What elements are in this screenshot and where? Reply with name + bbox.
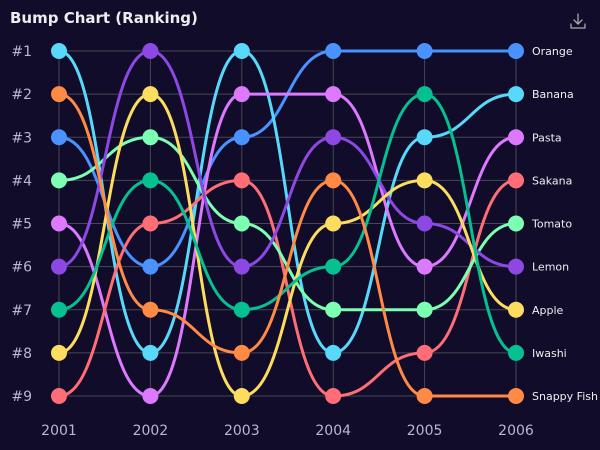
x-tick-label: 2002 bbox=[133, 423, 169, 439]
x-tick-label: 2004 bbox=[315, 423, 351, 439]
data-point[interactable] bbox=[233, 172, 250, 189]
data-point[interactable] bbox=[416, 86, 433, 103]
data-point[interactable] bbox=[233, 215, 250, 232]
data-point[interactable] bbox=[51, 301, 67, 318]
data-point[interactable] bbox=[142, 43, 159, 59]
data-point[interactable] bbox=[416, 344, 433, 361]
data-point[interactable] bbox=[142, 215, 159, 232]
data-point[interactable] bbox=[233, 301, 250, 318]
data-point[interactable] bbox=[233, 43, 250, 59]
data-point[interactable] bbox=[508, 344, 524, 361]
data-point[interactable] bbox=[51, 172, 67, 189]
series-end-label: Banana bbox=[532, 88, 574, 101]
data-point[interactable] bbox=[142, 258, 159, 275]
y-tick-label: #6 bbox=[11, 260, 32, 276]
data-point[interactable] bbox=[233, 258, 250, 275]
data-point[interactable] bbox=[142, 388, 159, 404]
series-end-label: Snappy Fish bbox=[532, 390, 598, 403]
data-point[interactable] bbox=[416, 301, 433, 318]
data-point[interactable] bbox=[325, 43, 342, 59]
data-point[interactable] bbox=[416, 215, 433, 232]
series-line bbox=[58, 49, 516, 269]
data-point[interactable] bbox=[325, 344, 342, 361]
data-point[interactable] bbox=[416, 129, 433, 146]
y-tick-label: #7 bbox=[11, 303, 32, 319]
x-tick-label: 2003 bbox=[224, 423, 260, 439]
data-point[interactable] bbox=[508, 43, 524, 59]
data-point[interactable] bbox=[233, 344, 250, 361]
y-tick-label: #3 bbox=[11, 130, 32, 146]
y-tick-label: #2 bbox=[11, 87, 32, 103]
series-end-label: Orange bbox=[532, 45, 573, 58]
chart-title: Bump Chart (Ranking) bbox=[10, 9, 198, 27]
data-point[interactable] bbox=[325, 86, 342, 103]
y-tick-label: #8 bbox=[11, 346, 32, 362]
data-point[interactable] bbox=[508, 172, 524, 189]
data-point[interactable] bbox=[51, 258, 67, 275]
data-point[interactable] bbox=[51, 344, 67, 361]
data-point[interactable] bbox=[416, 388, 433, 404]
data-point[interactable] bbox=[416, 43, 433, 59]
y-tick-label: #5 bbox=[11, 217, 32, 233]
data-point[interactable] bbox=[51, 43, 67, 59]
series-end-label: Iwashi bbox=[532, 347, 567, 360]
series-end-label: Sakana bbox=[532, 174, 572, 187]
y-tick-label: #4 bbox=[11, 173, 32, 189]
series-line bbox=[58, 92, 517, 398]
series-points bbox=[51, 43, 524, 404]
series-end-label: Pasta bbox=[532, 131, 562, 144]
data-point[interactable] bbox=[51, 129, 67, 146]
data-point[interactable] bbox=[508, 86, 524, 103]
x-tick-label: 2001 bbox=[41, 423, 77, 439]
grid bbox=[58, 50, 517, 397]
data-point[interactable] bbox=[142, 344, 159, 361]
data-point[interactable] bbox=[325, 172, 342, 189]
data-point[interactable] bbox=[325, 215, 342, 232]
data-point[interactable] bbox=[325, 301, 342, 318]
data-point[interactable] bbox=[142, 301, 159, 318]
data-point[interactable] bbox=[416, 172, 433, 189]
data-point[interactable] bbox=[142, 129, 159, 146]
series-end-label: Apple bbox=[532, 304, 564, 317]
data-point[interactable] bbox=[233, 129, 250, 146]
data-point[interactable] bbox=[233, 86, 250, 103]
series-end-label: Tomato bbox=[531, 218, 572, 231]
data-point[interactable] bbox=[51, 388, 67, 404]
data-point[interactable] bbox=[508, 388, 524, 404]
data-point[interactable] bbox=[142, 172, 159, 189]
data-point[interactable] bbox=[416, 258, 433, 275]
data-point[interactable] bbox=[233, 388, 250, 404]
data-point[interactable] bbox=[508, 215, 524, 232]
data-point[interactable] bbox=[508, 129, 524, 146]
data-point[interactable] bbox=[325, 129, 342, 146]
data-point[interactable] bbox=[508, 301, 524, 318]
data-point[interactable] bbox=[325, 388, 342, 404]
data-point[interactable] bbox=[508, 258, 524, 275]
y-tick-label: #9 bbox=[11, 389, 32, 405]
series-end-label: Lemon bbox=[532, 261, 569, 274]
series-line bbox=[58, 49, 517, 269]
series-line bbox=[58, 92, 516, 398]
series-line bbox=[58, 92, 517, 398]
series-line bbox=[58, 92, 517, 355]
series-line bbox=[58, 49, 517, 355]
x-tick-label: 2005 bbox=[407, 423, 443, 439]
x-tick-label: 2006 bbox=[498, 423, 534, 439]
data-point[interactable] bbox=[51, 215, 67, 232]
y-tick-label: #1 bbox=[11, 44, 32, 60]
data-point[interactable] bbox=[51, 86, 67, 103]
data-point[interactable] bbox=[142, 86, 159, 103]
data-point[interactable] bbox=[325, 258, 342, 275]
download-icon[interactable] bbox=[569, 12, 587, 30]
